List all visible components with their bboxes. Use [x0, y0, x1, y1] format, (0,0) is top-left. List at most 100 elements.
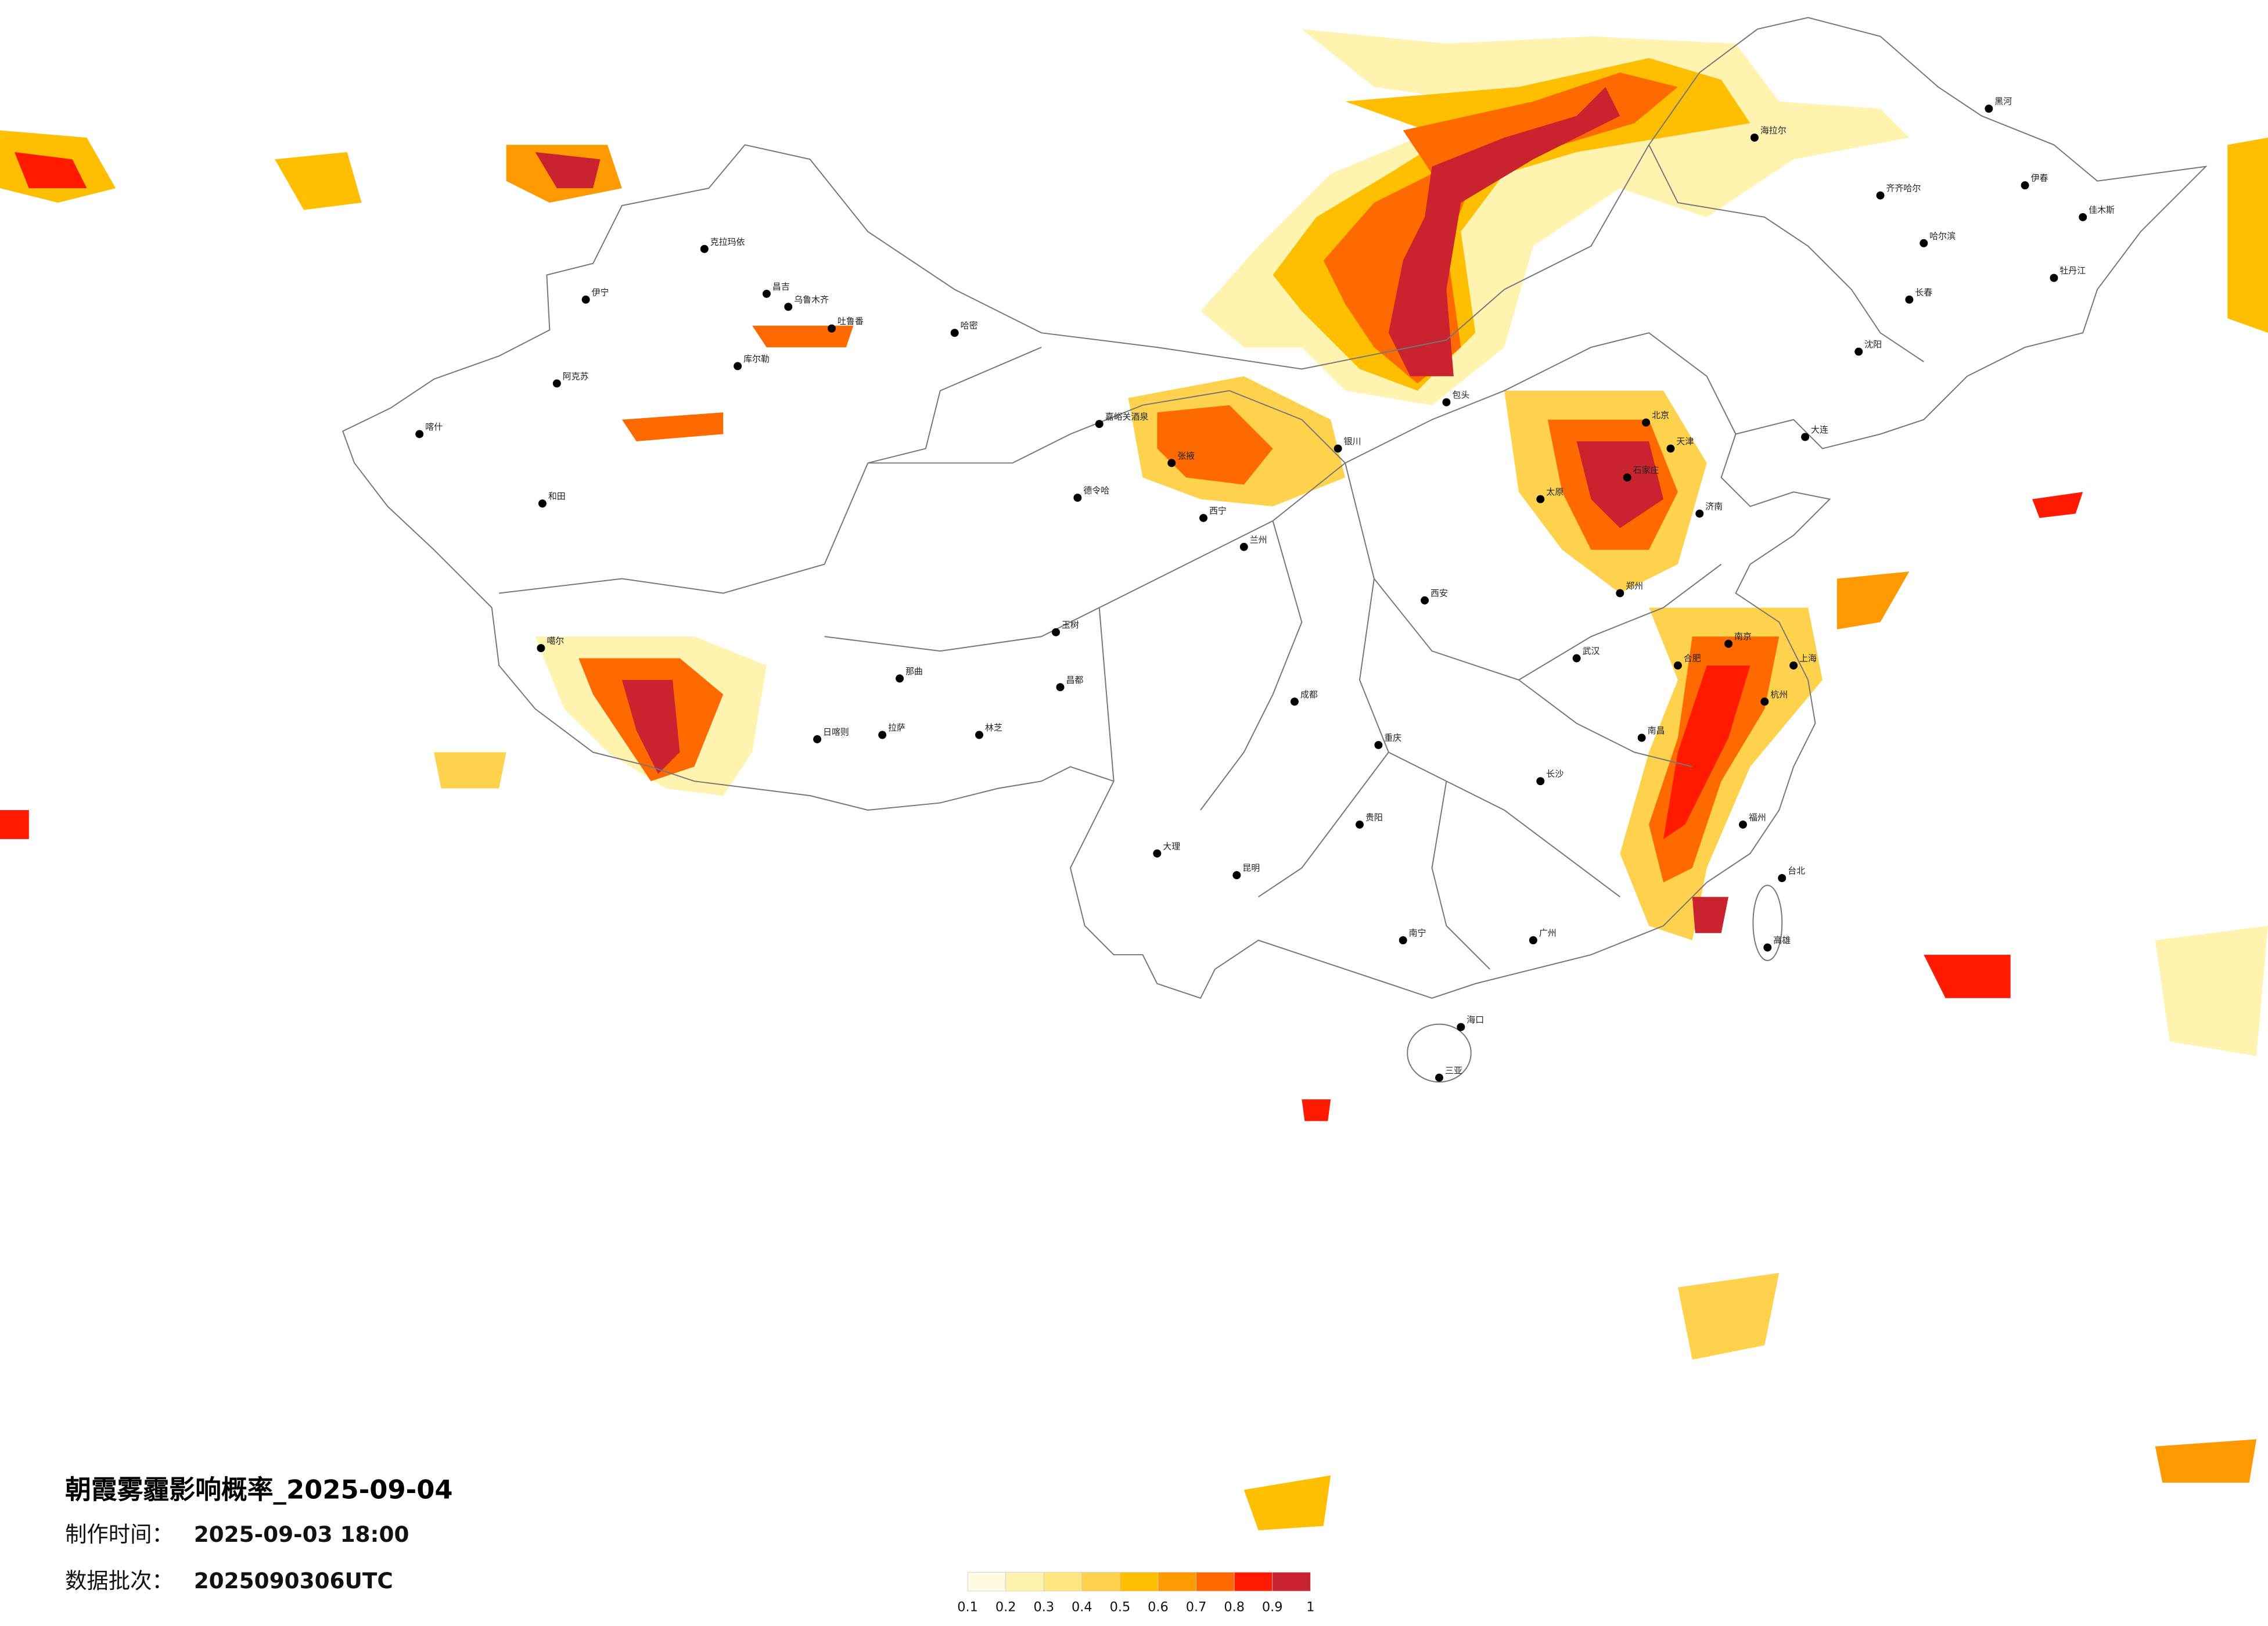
city-label: 乌鲁木齐 [794, 294, 829, 305]
city-dot [1095, 420, 1104, 429]
city-dot [1695, 509, 1704, 518]
city-label: 克拉玛依 [710, 236, 745, 247]
city-label: 长春 [1915, 287, 1932, 297]
city-label: 和田 [548, 491, 566, 502]
city-label: 杭州 [1770, 689, 1788, 700]
city-label: 郑州 [1626, 581, 1643, 591]
city-label: 太原 [1546, 487, 1563, 497]
legend-swatch [967, 1572, 1007, 1592]
city-label: 台北 [1788, 866, 1805, 876]
legend-tick-label: 0.3 [1033, 1600, 1054, 1615]
city-dot [1985, 105, 1993, 113]
city-dot [896, 674, 904, 683]
city-dot [784, 303, 793, 311]
city-dot [1760, 697, 1769, 706]
city-label: 德令哈 [1083, 485, 1109, 496]
legend-swatch [1005, 1572, 1044, 1592]
city-label: 武汉 [1583, 646, 1600, 656]
city-label: 林芝 [985, 722, 1002, 733]
city-dot [878, 731, 887, 739]
city-label: 那曲 [905, 666, 923, 677]
city-dot [1623, 473, 1631, 482]
city-label: 喀什 [425, 422, 443, 432]
legend-swatch [1043, 1572, 1083, 1592]
city-dot [1738, 820, 1747, 829]
city-label: 昌吉 [772, 281, 790, 292]
city-dot [1056, 683, 1065, 692]
city-dot [581, 295, 590, 304]
legend-swatch [1196, 1572, 1235, 1592]
city-label: 伊宁 [592, 287, 609, 297]
city-dot [1666, 444, 1675, 453]
city-dot [1642, 418, 1651, 427]
city-dot [537, 644, 545, 653]
city-dot [1334, 444, 1342, 453]
city-dot [1750, 133, 1759, 142]
legend-tick-label: 0.6 [1148, 1600, 1169, 1615]
city-dot [1854, 347, 1863, 356]
city-label: 阿克苏 [563, 371, 589, 382]
city-label: 拉萨 [888, 722, 905, 733]
city-label: 海拉尔 [1760, 125, 1787, 135]
city-label: 佳木斯 [2089, 204, 2115, 215]
legend-tick-label: 0.9 [1262, 1600, 1283, 1615]
city-dot [538, 499, 547, 508]
city-dot [734, 362, 742, 370]
city-dot [2050, 274, 2058, 282]
legend-swatch [1081, 1572, 1120, 1592]
city-label: 包头 [1452, 390, 1469, 400]
city-label: 北京 [1652, 410, 1669, 420]
city-dot [1232, 871, 1241, 880]
city-dot [1529, 936, 1537, 945]
city-dot [2079, 213, 2087, 221]
city-label: 齐齐哈尔 [1886, 183, 1921, 193]
city-label: 天津 [1676, 436, 1694, 447]
city-dot [813, 735, 822, 743]
city-dot [1673, 661, 1682, 670]
city-dot [1073, 494, 1082, 502]
city-label: 哈密 [961, 321, 978, 331]
city-label: 西安 [1430, 588, 1448, 598]
map-title: 朝霞雾霾影响概率_2025-09-04 [65, 1474, 453, 1505]
city-dot [1536, 777, 1545, 786]
city-label: 合肥 [1684, 653, 1701, 664]
city-dot [415, 430, 424, 438]
legend-tick-label: 0.5 [1110, 1600, 1131, 1615]
city-label: 吐鲁番 [838, 316, 864, 326]
production-time-value: 2025-09-03 18:00 [194, 1521, 409, 1547]
city-label: 噶尔 [547, 636, 564, 646]
city-label: 日喀则 [823, 727, 849, 738]
legend-swatch [1234, 1572, 1273, 1592]
city-label: 福州 [1749, 812, 1766, 822]
city-dot [1167, 459, 1176, 467]
city-label: 广州 [1539, 928, 1557, 938]
city-label: 济南 [1705, 501, 1723, 512]
batch-label: 数据批次： [65, 1568, 174, 1593]
city-dot [1153, 849, 1162, 858]
city-label: 石家庄 [1633, 465, 1659, 476]
city-dot [1442, 398, 1451, 406]
city-dot [1399, 936, 1407, 945]
city-dot [1421, 596, 1429, 605]
city-label: 南宁 [1409, 928, 1426, 938]
city-dot [1239, 542, 1248, 551]
city-label: 哈尔滨 [1929, 231, 1956, 241]
city-dot [2021, 181, 2029, 190]
city-label: 黑河 [1994, 96, 2012, 107]
city-label: 南昌 [1648, 725, 1665, 736]
city-dot [1052, 628, 1060, 636]
city-dot [1763, 943, 1772, 952]
city-dot [1374, 740, 1383, 749]
city-dot [1616, 589, 1624, 598]
city-label: 沈阳 [1864, 339, 1882, 350]
city-dot [1920, 239, 1928, 247]
city-dot [828, 324, 836, 333]
legend-swatch [1158, 1572, 1196, 1592]
city-label: 牡丹江 [2059, 265, 2086, 276]
city-label: 玉树 [1062, 620, 1079, 630]
city-dot [700, 244, 709, 253]
legend-swatch [1120, 1572, 1159, 1592]
city-dot [1199, 513, 1208, 522]
legend-tick-label: 0.2 [995, 1600, 1016, 1615]
